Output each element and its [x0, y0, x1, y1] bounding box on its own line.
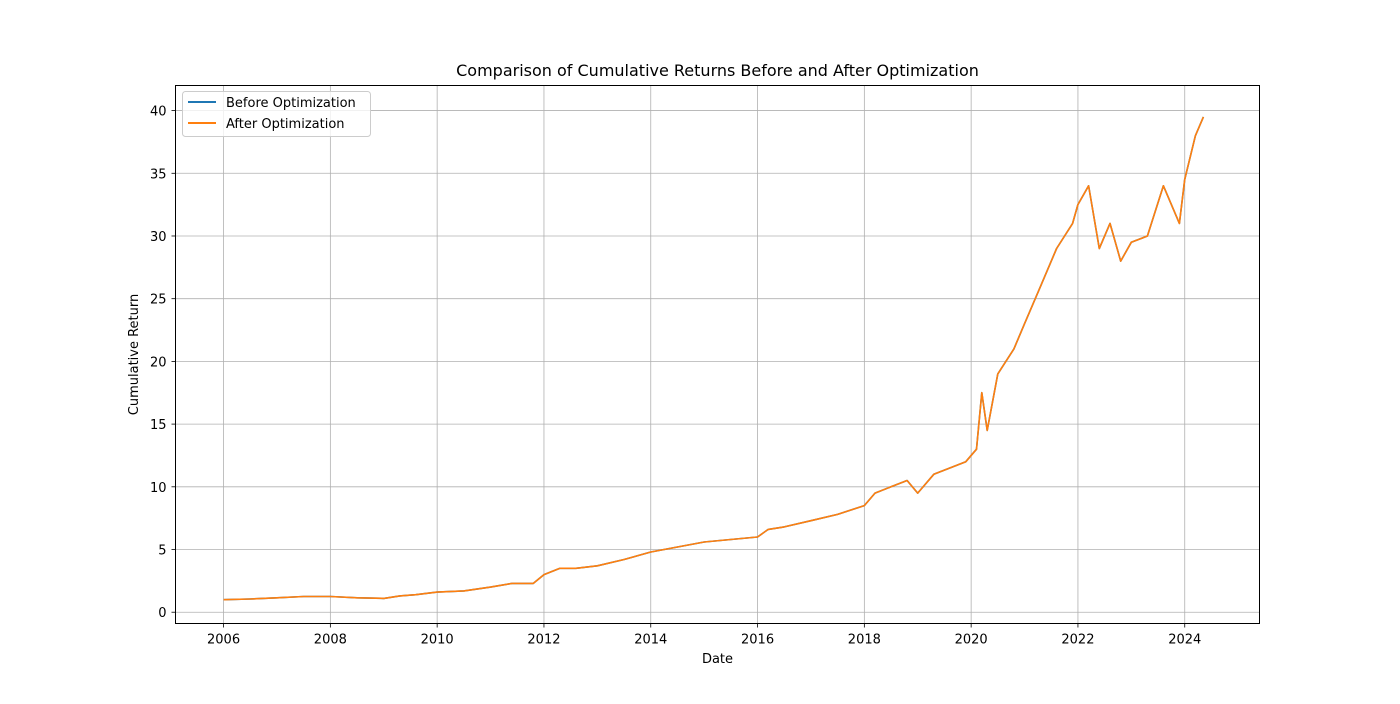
x-axis-ticks: 2006 2008 2010 2012 2014 2016 2018 2020 2022 2024	[207, 623, 1201, 648]
y-tick-label: 0	[158, 606, 166, 621]
y-tick-label: 40	[150, 105, 167, 120]
x-tick-label: 2014	[634, 633, 667, 648]
y-tick-label: 15	[150, 418, 167, 433]
x-tick-label: 2012	[527, 633, 560, 648]
x-axis-label: Date	[702, 652, 733, 667]
y-tick-label: 25	[150, 293, 167, 308]
y-tick-label: 35	[150, 167, 167, 182]
y-tick-label: 30	[150, 230, 167, 245]
x-tick-label: 2024	[1168, 633, 1201, 648]
x-tick-label: 2022	[1061, 633, 1094, 648]
plot-frame	[175, 85, 1260, 624]
series-line-after	[223, 116, 1205, 601]
y-tick-label: 5	[158, 544, 166, 559]
y-tick-label: 20	[150, 355, 167, 370]
series-lines	[223, 116, 1205, 601]
y-axis-ticks: 0 5 10 15 20 25 30 35 40	[150, 105, 176, 621]
grid-lines	[175, 85, 1260, 624]
y-tick-label: 10	[150, 481, 167, 496]
legend-label-before: Before Optimization	[226, 96, 356, 111]
y-axis-label: Cumulative Return	[127, 294, 142, 415]
x-tick-label: 2010	[421, 633, 454, 648]
chart-title: Comparison of Cumulative Returns Before …	[456, 61, 979, 80]
legend-box	[182, 91, 371, 137]
legend: Before Optimization After Optimization	[182, 91, 371, 137]
x-tick-label: 2008	[314, 633, 347, 648]
x-tick-label: 2020	[955, 633, 988, 648]
legend-label-after: After Optimization	[226, 117, 345, 132]
x-tick-label: 2006	[207, 633, 240, 648]
x-tick-label: 2016	[741, 633, 774, 648]
x-tick-label: 2018	[848, 633, 881, 648]
